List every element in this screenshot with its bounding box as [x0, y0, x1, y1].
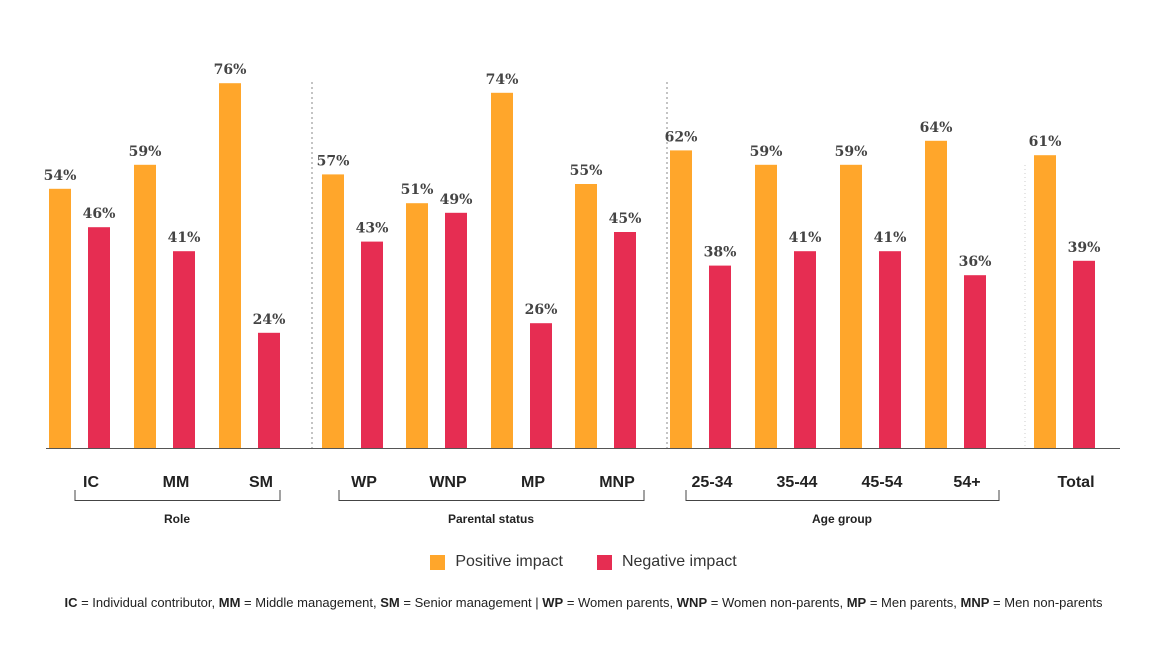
bar-negative	[709, 265, 731, 448]
data-label-negative: 49%	[440, 192, 473, 208]
category-label: 54+	[953, 474, 980, 491]
data-label-positive: 59%	[750, 144, 783, 160]
footnote-text-wnp: = Women non-parents,	[707, 595, 847, 610]
category-label: 45-54	[862, 474, 903, 491]
bar-positive	[925, 140, 947, 449]
bar-negative	[258, 332, 280, 448]
data-label-negative: 26%	[525, 302, 558, 318]
bar-negative	[173, 251, 195, 448]
footnote-abbr-mnp: MNP	[960, 595, 990, 610]
bar-positive	[134, 164, 156, 449]
bar-positive	[322, 174, 344, 448]
category-label: MNP	[599, 474, 635, 491]
bar-positive	[575, 184, 597, 448]
data-label-positive: 55%	[570, 163, 603, 179]
bar-negative	[614, 232, 636, 448]
data-label-negative: 41%	[789, 230, 822, 246]
footnote-text-sm: = Senior management |	[399, 595, 543, 610]
footnote-abbr-ic: IC	[64, 595, 78, 610]
group-bracket	[685, 490, 1000, 501]
bar-negative	[964, 275, 986, 448]
data-label-positive: 64%	[920, 120, 953, 136]
bar-negative	[361, 241, 383, 448]
bar-positive	[840, 164, 862, 449]
data-label-positive: 59%	[129, 144, 162, 160]
bar-negative	[530, 323, 552, 448]
category-label: IC	[83, 474, 99, 491]
footnote-abbr-wp: WP	[542, 595, 564, 610]
footnote-abbr-sm: SM	[380, 595, 400, 610]
legend-swatch-positive	[430, 554, 446, 570]
data-label-negative: 36%	[959, 254, 992, 270]
category-label: Total	[1057, 474, 1094, 491]
bar-negative	[445, 212, 467, 448]
data-label-negative: 43%	[356, 221, 389, 237]
footnote-text-wp: = Women parents,	[563, 595, 677, 610]
category-label: 25-34	[692, 474, 733, 491]
group-label: Age group	[812, 512, 872, 526]
data-label-negative: 39%	[1068, 240, 1101, 256]
bar-negative	[794, 251, 816, 448]
bar-positive	[755, 164, 777, 449]
category-label: 35-44	[777, 474, 818, 491]
bar-positive	[670, 150, 692, 448]
group-bracket	[338, 490, 645, 501]
data-label-positive: 76%	[214, 62, 247, 78]
data-label-negative: 46%	[83, 206, 116, 222]
category-label: MP	[521, 474, 545, 491]
data-label-negative: 41%	[874, 230, 907, 246]
footnote-abbr-mp: MP	[846, 595, 867, 610]
bar-positive	[1034, 155, 1056, 448]
footnote-abbr-mm: MM	[218, 595, 241, 610]
data-label-negative: 38%	[704, 245, 737, 261]
footnote-text-mnp: = Men non-parents	[989, 595, 1103, 610]
legend-item-positive: Positive impact	[430, 553, 563, 571]
data-label-positive: 74%	[486, 72, 519, 88]
category-label: WP	[351, 474, 377, 491]
footnote-abbr-wnp: WNP	[676, 595, 708, 610]
legend: Positive impact Negative impact	[0, 553, 1167, 571]
data-label-positive: 51%	[401, 182, 434, 198]
bar-negative	[88, 227, 110, 448]
group-bracket	[74, 490, 281, 501]
data-label-positive: 54%	[44, 168, 77, 184]
bar-positive	[49, 188, 71, 449]
legend-item-negative: Negative impact	[596, 553, 737, 571]
group-label: Parental status	[448, 512, 534, 526]
abbreviation-footnote: IC = Individual contributor, MM = Middle…	[0, 595, 1167, 610]
bar-chart: 54% 46% IC 59% 41% MM 76% 24% SM 57% 43% WP 51% 49% WN…	[44, 62, 1120, 526]
group-label: Role	[164, 512, 190, 526]
footnote-text-ic: = Individual contributor,	[77, 595, 219, 610]
category-label: MM	[163, 474, 190, 491]
data-label-negative: 24%	[253, 312, 286, 328]
data-label-positive: 62%	[665, 129, 698, 145]
data-label-positive: 59%	[835, 144, 868, 160]
bar-negative	[879, 251, 901, 448]
legend-label-negative: Negative impact	[621, 553, 737, 570]
legend-label-positive: Positive impact	[455, 553, 563, 570]
bar-negative	[1073, 260, 1095, 448]
data-label-positive: 57%	[317, 153, 350, 169]
data-label-negative: 45%	[609, 211, 642, 227]
footnote-text-mm: = Middle management,	[240, 595, 381, 610]
bar-positive	[491, 92, 513, 449]
category-label: SM	[249, 474, 273, 491]
footnote-text-mp: = Men parents,	[866, 595, 961, 610]
data-label-negative: 41%	[168, 230, 201, 246]
legend-swatch-negative	[596, 554, 612, 570]
bar-positive	[219, 83, 241, 448]
category-label: WNP	[429, 474, 467, 491]
bar-positive	[406, 203, 428, 448]
data-label-positive: 61%	[1029, 134, 1062, 150]
